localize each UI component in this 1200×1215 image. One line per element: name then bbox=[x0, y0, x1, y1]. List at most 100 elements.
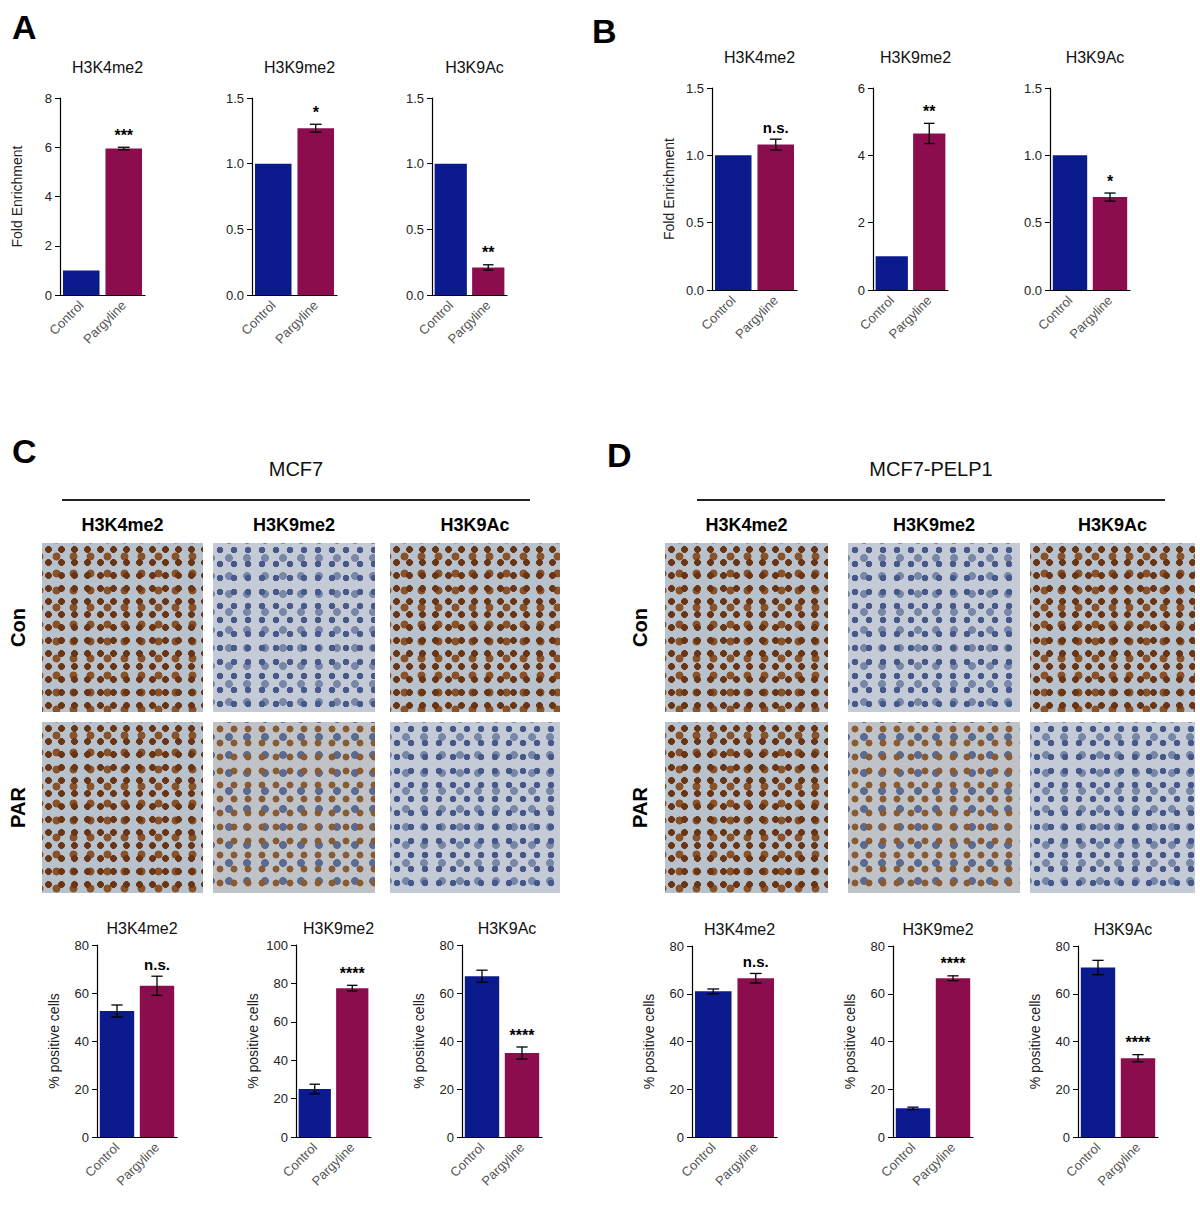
svg-text:20: 20 bbox=[75, 1082, 89, 1097]
svg-text:80: 80 bbox=[440, 938, 454, 953]
svg-text:Pargyline: Pargyline bbox=[1066, 293, 1115, 342]
svg-text:0: 0 bbox=[45, 288, 52, 303]
svg-text:60: 60 bbox=[1056, 986, 1070, 1001]
svg-text:H3K9Ac: H3K9Ac bbox=[1066, 49, 1125, 66]
svg-text:0: 0 bbox=[677, 1130, 684, 1145]
svg-text:40: 40 bbox=[670, 1034, 684, 1049]
svg-text:0.0: 0.0 bbox=[406, 288, 424, 303]
svg-text:Control: Control bbox=[238, 298, 278, 338]
svg-text:1.5: 1.5 bbox=[686, 81, 704, 96]
svg-text:H3K4me2: H3K4me2 bbox=[72, 59, 143, 76]
svg-text:1.0: 1.0 bbox=[1024, 148, 1042, 163]
svg-text:H3K9Ac: H3K9Ac bbox=[1094, 921, 1153, 938]
svg-text:60: 60 bbox=[274, 1014, 288, 1029]
svg-text:% positive cells: % positive cells bbox=[842, 994, 858, 1090]
svg-text:6: 6 bbox=[45, 140, 52, 155]
svg-text:40: 40 bbox=[1056, 1034, 1070, 1049]
svg-text:2: 2 bbox=[858, 215, 865, 230]
svg-text:40: 40 bbox=[871, 1034, 885, 1049]
svg-text:0.0: 0.0 bbox=[1024, 283, 1042, 298]
svg-text:Pargyline: Pargyline bbox=[113, 1140, 162, 1189]
svg-text:20: 20 bbox=[670, 1082, 684, 1097]
svg-text:0.0: 0.0 bbox=[686, 283, 704, 298]
svg-text:H3K9Ac: H3K9Ac bbox=[478, 920, 537, 937]
svg-text:H3K9me2: H3K9me2 bbox=[264, 59, 335, 76]
svg-text:0: 0 bbox=[82, 1130, 89, 1145]
svg-text:n.s.: n.s. bbox=[144, 956, 170, 973]
svg-text:80: 80 bbox=[871, 939, 885, 954]
svg-text:60: 60 bbox=[871, 986, 885, 1001]
svg-text:Control: Control bbox=[698, 293, 738, 333]
svg-text:20: 20 bbox=[440, 1082, 454, 1097]
svg-text:Control: Control bbox=[678, 1140, 718, 1180]
svg-text:H3K9me2: H3K9me2 bbox=[902, 921, 973, 938]
svg-text:6: 6 bbox=[858, 81, 865, 96]
svg-text:80: 80 bbox=[1056, 939, 1070, 954]
svg-text:40: 40 bbox=[440, 1034, 454, 1049]
svg-text:0: 0 bbox=[858, 283, 865, 298]
svg-text:0: 0 bbox=[447, 1130, 454, 1145]
svg-text:80: 80 bbox=[75, 938, 89, 953]
svg-text:% positive cells: % positive cells bbox=[411, 993, 427, 1089]
svg-text:n.s.: n.s. bbox=[743, 953, 769, 970]
svg-text:60: 60 bbox=[670, 986, 684, 1001]
svg-text:40: 40 bbox=[75, 1034, 89, 1049]
svg-text:% positive cells: % positive cells bbox=[245, 993, 261, 1089]
svg-text:**: ** bbox=[482, 244, 495, 261]
svg-text:H3K9me2: H3K9me2 bbox=[303, 920, 374, 937]
svg-text:H3K9Ac: H3K9Ac bbox=[445, 59, 504, 76]
svg-text:H3K4me2: H3K4me2 bbox=[106, 920, 177, 937]
svg-text:Pargyline: Pargyline bbox=[1094, 1140, 1143, 1189]
svg-text:Fold Enrichment: Fold Enrichment bbox=[661, 138, 677, 240]
svg-text:8: 8 bbox=[45, 91, 52, 106]
svg-text:0.5: 0.5 bbox=[226, 222, 244, 237]
svg-text:****: **** bbox=[1126, 1034, 1152, 1051]
svg-text:20: 20 bbox=[274, 1091, 288, 1106]
svg-text:0.0: 0.0 bbox=[226, 288, 244, 303]
svg-text:1.5: 1.5 bbox=[1024, 81, 1042, 96]
svg-text:% positive cells: % positive cells bbox=[46, 993, 62, 1089]
svg-text:0.5: 0.5 bbox=[1024, 215, 1042, 230]
svg-text:20: 20 bbox=[1056, 1082, 1070, 1097]
svg-text:Pargyline: Pargyline bbox=[886, 293, 935, 342]
svg-text:4: 4 bbox=[858, 148, 865, 163]
svg-text:Pargyline: Pargyline bbox=[80, 298, 129, 347]
svg-text:Pargyline: Pargyline bbox=[712, 1140, 761, 1189]
svg-text:*: * bbox=[1107, 173, 1114, 190]
svg-text:Control: Control bbox=[46, 298, 86, 338]
svg-text:Pargyline: Pargyline bbox=[272, 298, 321, 347]
svg-text:80: 80 bbox=[274, 976, 288, 991]
svg-text:% positive cells: % positive cells bbox=[1027, 994, 1043, 1090]
svg-text:***: *** bbox=[114, 127, 133, 144]
svg-text:4: 4 bbox=[45, 189, 52, 204]
svg-text:*: * bbox=[313, 104, 320, 121]
svg-text:0: 0 bbox=[1063, 1130, 1070, 1145]
svg-text:60: 60 bbox=[440, 986, 454, 1001]
svg-text:20: 20 bbox=[871, 1082, 885, 1097]
svg-text:% positive cells: % positive cells bbox=[641, 994, 657, 1090]
svg-text:1.5: 1.5 bbox=[406, 91, 424, 106]
svg-text:2: 2 bbox=[45, 238, 52, 253]
svg-text:1.5: 1.5 bbox=[226, 91, 244, 106]
svg-text:80: 80 bbox=[670, 939, 684, 954]
svg-text:1.0: 1.0 bbox=[686, 148, 704, 163]
svg-text:**: ** bbox=[923, 103, 936, 120]
svg-text:****: **** bbox=[340, 965, 366, 982]
svg-text:100: 100 bbox=[266, 938, 288, 953]
svg-text:0.5: 0.5 bbox=[686, 215, 704, 230]
svg-text:60: 60 bbox=[75, 986, 89, 1001]
svg-text:Fold Enrichment: Fold Enrichment bbox=[9, 145, 25, 247]
svg-text:Pargyline: Pargyline bbox=[732, 293, 781, 342]
svg-text:1.0: 1.0 bbox=[406, 156, 424, 171]
svg-text:H3K4me2: H3K4me2 bbox=[704, 921, 775, 938]
svg-text:0: 0 bbox=[281, 1130, 288, 1145]
svg-text:Pargyline: Pargyline bbox=[909, 1140, 958, 1189]
svg-text:0: 0 bbox=[878, 1130, 885, 1145]
svg-text:H3K4me2: H3K4me2 bbox=[724, 49, 795, 66]
svg-text:Pargyline: Pargyline bbox=[309, 1140, 358, 1189]
svg-text:0.5: 0.5 bbox=[406, 222, 424, 237]
svg-text:****: **** bbox=[510, 1027, 536, 1044]
svg-text:H3K9me2: H3K9me2 bbox=[880, 49, 951, 66]
svg-text:n.s.: n.s. bbox=[763, 119, 789, 136]
svg-text:Pargyline: Pargyline bbox=[478, 1140, 527, 1189]
